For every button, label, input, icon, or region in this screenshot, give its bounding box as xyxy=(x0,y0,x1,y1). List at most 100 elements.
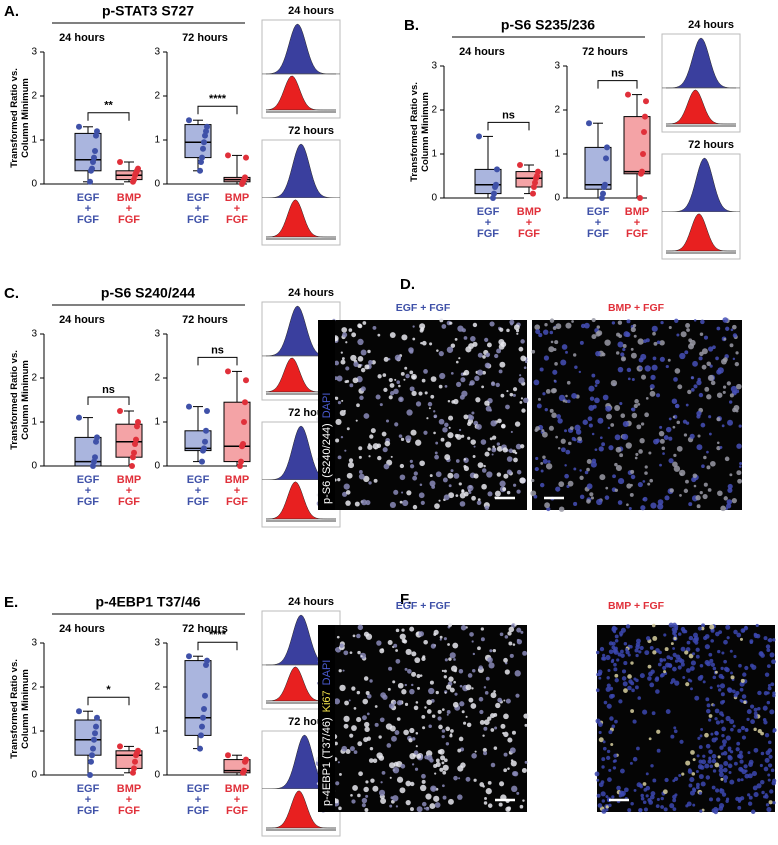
cell xyxy=(722,357,728,363)
cell xyxy=(723,779,728,783)
cell xyxy=(760,779,765,785)
cell xyxy=(699,332,704,337)
cell xyxy=(333,798,339,804)
cell xyxy=(578,370,582,374)
cell xyxy=(503,768,508,773)
cell xyxy=(696,754,700,758)
cell xyxy=(364,721,370,728)
cell xyxy=(477,352,483,358)
cell xyxy=(523,397,529,403)
cell xyxy=(685,682,690,687)
cell xyxy=(763,795,767,799)
cell xyxy=(349,383,354,388)
cell xyxy=(454,337,458,341)
cell xyxy=(606,676,610,680)
cell xyxy=(411,671,417,677)
cell xyxy=(383,387,388,393)
cell xyxy=(564,473,569,479)
cell xyxy=(454,692,458,696)
cell xyxy=(508,641,513,646)
cell xyxy=(450,729,454,733)
cell xyxy=(503,473,509,479)
cell xyxy=(499,480,506,487)
cell xyxy=(769,652,775,658)
cell xyxy=(649,794,655,800)
cell xyxy=(487,716,492,721)
cell xyxy=(378,735,382,739)
cell xyxy=(482,747,487,753)
cell xyxy=(372,325,377,330)
cell xyxy=(648,737,652,741)
cell xyxy=(478,696,484,702)
cell xyxy=(374,705,378,708)
cell xyxy=(554,362,558,366)
cell xyxy=(437,709,442,714)
cell xyxy=(512,393,516,397)
cell xyxy=(656,797,660,801)
cell xyxy=(733,654,737,659)
cell xyxy=(716,392,723,398)
cell xyxy=(414,767,419,771)
y-tick-label: 1 xyxy=(31,726,37,737)
cell xyxy=(767,638,771,642)
cell xyxy=(647,797,652,803)
cell xyxy=(719,711,724,716)
data-point xyxy=(199,723,205,730)
cell xyxy=(616,332,621,337)
cell xyxy=(351,799,356,804)
cell xyxy=(635,644,640,650)
cell xyxy=(339,684,346,692)
cell xyxy=(772,693,776,698)
cell xyxy=(486,342,492,348)
data-point xyxy=(225,152,231,159)
cell xyxy=(672,629,678,634)
cell xyxy=(520,444,525,449)
cell xyxy=(524,760,528,764)
cell xyxy=(473,445,476,448)
cell xyxy=(692,788,697,793)
cell xyxy=(594,384,598,388)
cell xyxy=(621,433,629,441)
cell xyxy=(429,480,436,487)
y-tick-label: 3 xyxy=(154,329,160,340)
cell xyxy=(715,631,720,637)
cell xyxy=(426,699,432,706)
cell xyxy=(337,477,341,482)
cell xyxy=(664,495,670,501)
category-label: + xyxy=(126,203,132,215)
cell xyxy=(401,491,404,494)
cell xyxy=(608,649,614,655)
cell xyxy=(551,412,557,419)
cell xyxy=(660,320,664,325)
data-point xyxy=(87,772,93,778)
cell xyxy=(477,498,481,502)
cell xyxy=(657,503,664,510)
cell xyxy=(450,469,454,473)
cell xyxy=(685,479,689,484)
category-label: + xyxy=(526,217,532,229)
data-point xyxy=(599,195,605,201)
cell xyxy=(677,384,683,390)
cell xyxy=(376,443,382,448)
cell xyxy=(411,651,417,657)
cell xyxy=(428,687,435,695)
cell xyxy=(405,435,412,442)
cell xyxy=(538,333,543,338)
cell xyxy=(385,419,390,423)
cell xyxy=(398,396,404,403)
cell xyxy=(361,803,366,808)
cell xyxy=(671,398,678,404)
cell xyxy=(689,777,695,783)
cell xyxy=(365,794,369,798)
cell xyxy=(709,658,714,663)
cell xyxy=(562,399,566,403)
cell xyxy=(590,461,597,468)
cell xyxy=(640,793,644,798)
cell xyxy=(650,502,657,509)
cell xyxy=(633,403,638,409)
category-label: + xyxy=(85,794,91,806)
category-label: + xyxy=(85,485,91,497)
cell xyxy=(531,478,535,483)
cell xyxy=(614,719,618,724)
cell xyxy=(363,676,369,681)
